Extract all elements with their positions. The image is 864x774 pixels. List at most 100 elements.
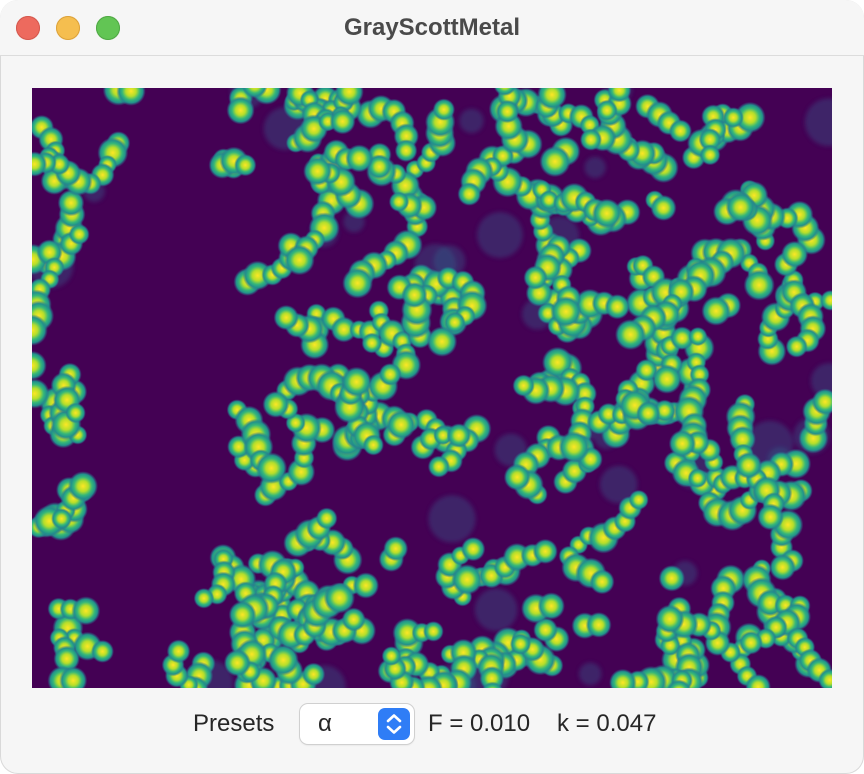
pattern-spot xyxy=(366,154,392,180)
pattern-spot xyxy=(650,194,677,221)
pattern-spot xyxy=(223,649,251,677)
pattern-spot xyxy=(67,471,99,502)
pattern-haze xyxy=(474,588,518,632)
pattern-spot xyxy=(579,128,603,151)
pattern-spot xyxy=(273,304,299,331)
pattern-spot xyxy=(537,88,567,110)
pattern-spot xyxy=(509,633,532,655)
pattern-spot xyxy=(591,198,622,229)
pattern-spot xyxy=(330,316,357,343)
pattern-spot xyxy=(739,631,763,655)
simulation-canvas[interactable] xyxy=(32,88,832,688)
pattern-haze xyxy=(428,495,476,543)
pattern-spot xyxy=(65,402,86,424)
pattern-spot xyxy=(228,600,257,629)
pattern-spot xyxy=(262,390,290,418)
pattern-spot xyxy=(426,326,458,357)
pattern-spot xyxy=(636,401,661,426)
pattern-spot xyxy=(234,153,257,177)
pattern-spot xyxy=(785,335,808,358)
pattern-spot xyxy=(193,588,215,609)
pattern-spot xyxy=(668,429,697,458)
close-icon[interactable] xyxy=(16,16,40,40)
pattern-spot xyxy=(735,451,762,479)
pattern-spot xyxy=(342,267,374,299)
pattern-spot xyxy=(345,144,374,173)
pattern-spot xyxy=(655,604,685,634)
pattern-haze xyxy=(578,662,602,686)
pattern-spot xyxy=(734,101,766,134)
pattern-spot xyxy=(607,88,632,103)
pattern-spot xyxy=(341,366,372,398)
pattern-spot xyxy=(781,240,809,268)
title-bar: GrayScottMetal xyxy=(0,0,864,56)
pattern-spot xyxy=(811,388,832,416)
pattern-spot xyxy=(32,151,48,177)
pattern-spot xyxy=(303,156,333,186)
window-title: GrayScottMetal xyxy=(343,14,521,41)
pattern-spot xyxy=(604,294,630,320)
pattern-spot xyxy=(670,326,694,351)
pattern-spot xyxy=(482,681,503,688)
pattern-spot xyxy=(226,96,255,125)
pattern-spot xyxy=(699,144,721,166)
pattern-spot xyxy=(725,192,756,223)
pattern-spot xyxy=(352,572,380,599)
pattern-spot xyxy=(628,489,649,510)
pattern-spot xyxy=(667,679,691,688)
pattern-spot xyxy=(701,296,731,326)
reaction-diffusion-pattern xyxy=(32,88,832,688)
pattern-spot xyxy=(533,617,558,643)
pattern-spot xyxy=(68,223,90,245)
pattern-spot xyxy=(32,378,50,409)
pattern-spot xyxy=(388,191,410,212)
up-down-chevron-icon[interactable] xyxy=(378,708,410,740)
pattern-spot xyxy=(394,139,418,163)
pattern-spot xyxy=(495,99,519,124)
pattern-spot xyxy=(315,507,338,530)
pattern-spot xyxy=(532,538,558,564)
pattern-spot xyxy=(341,607,366,632)
pattern-spot xyxy=(537,592,565,620)
pattern-spot xyxy=(609,668,637,688)
pattern-spot xyxy=(722,107,744,129)
pattern-spot xyxy=(301,662,326,686)
pattern-spot xyxy=(652,364,682,394)
pattern-spot xyxy=(585,612,612,638)
pattern-spot xyxy=(386,410,416,440)
pattern-spot xyxy=(427,455,450,478)
pattern-spot xyxy=(378,363,402,386)
pattern-spot xyxy=(479,666,505,688)
pattern-spot xyxy=(361,332,383,354)
pattern-spot xyxy=(32,350,47,381)
pattern-spot xyxy=(71,596,101,626)
pattern-spot xyxy=(383,536,409,562)
pattern-spot xyxy=(451,564,483,595)
pattern-spot xyxy=(91,639,114,663)
zoom-icon[interactable] xyxy=(96,16,120,40)
f-parameter-readout: F = 0.010 xyxy=(428,710,531,737)
pattern-spot xyxy=(32,314,48,346)
pattern-haze xyxy=(477,212,523,258)
pattern-spot xyxy=(444,311,466,334)
pattern-spot xyxy=(658,565,686,592)
pattern-haze xyxy=(599,465,638,504)
pattern-spot xyxy=(116,88,146,106)
pattern-spot xyxy=(635,358,658,382)
minimize-icon[interactable] xyxy=(56,16,80,40)
pattern-spot xyxy=(57,189,85,217)
pattern-spot xyxy=(53,645,80,672)
pattern-spot xyxy=(381,646,402,666)
presets-label: Presets xyxy=(193,710,275,737)
pattern-spot xyxy=(423,621,444,642)
pattern-spot xyxy=(401,282,428,308)
pattern-haze xyxy=(459,108,484,134)
pattern-spot xyxy=(242,88,268,99)
pattern-spot xyxy=(698,128,722,151)
pattern-spot xyxy=(503,463,531,491)
pattern-spot xyxy=(589,569,615,595)
pattern-spot xyxy=(550,296,582,328)
preset-popup-button[interactable]: α xyxy=(300,704,414,744)
pattern-spot xyxy=(334,88,364,107)
controls-bar: Presets α F = 0.010 k = 0.047 xyxy=(0,700,864,748)
